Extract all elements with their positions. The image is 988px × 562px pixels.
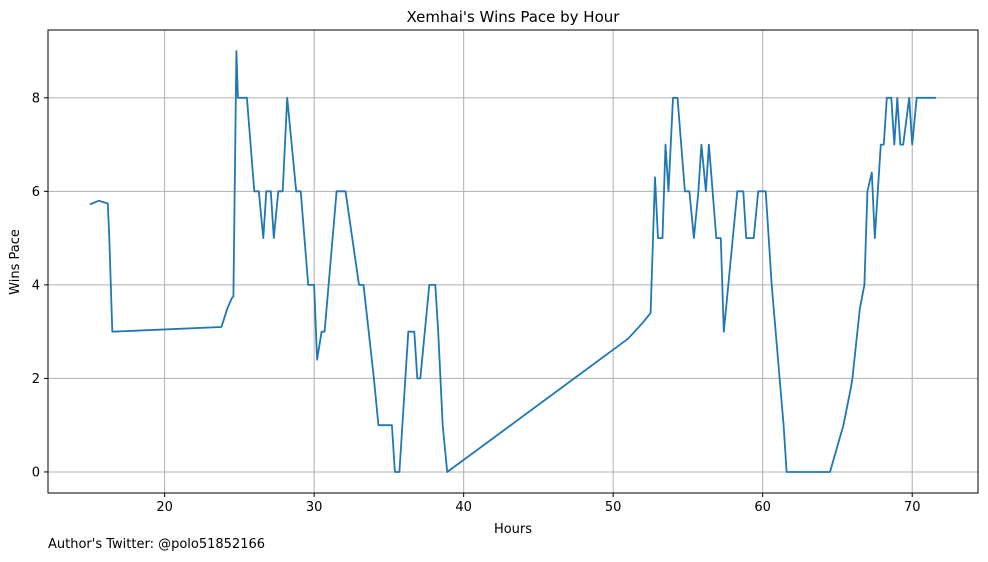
x-tick-label: 30 [306, 500, 323, 515]
x-axis-label: Hours [494, 522, 532, 537]
x-tick-label: 70 [904, 500, 921, 515]
tick-group: 20 30 40 50 60 70 0 2 4 6 8 [32, 91, 921, 515]
y-tick-label: 8 [32, 91, 40, 106]
grid [48, 30, 978, 493]
x-tick-label: 20 [156, 500, 173, 515]
y-tick-label: 4 [32, 278, 40, 293]
y-tick-label: 0 [32, 465, 40, 480]
author-twitter-note: Author's Twitter: @polo51852166 [48, 537, 266, 552]
x-tick-label: 40 [455, 500, 472, 515]
chart-title: Xemhai's Wins Pace by Hour [407, 8, 621, 26]
y-axis-label: Wins Pace [8, 229, 23, 295]
y-tick-label: 6 [32, 185, 40, 200]
wins-pace-line [89, 50, 937, 473]
plot-frame [47, 29, 979, 494]
y-tick-label: 2 [32, 372, 40, 387]
x-tick-label: 60 [754, 500, 771, 515]
x-tick-label: 50 [605, 500, 622, 515]
series-line-group [89, 50, 937, 473]
